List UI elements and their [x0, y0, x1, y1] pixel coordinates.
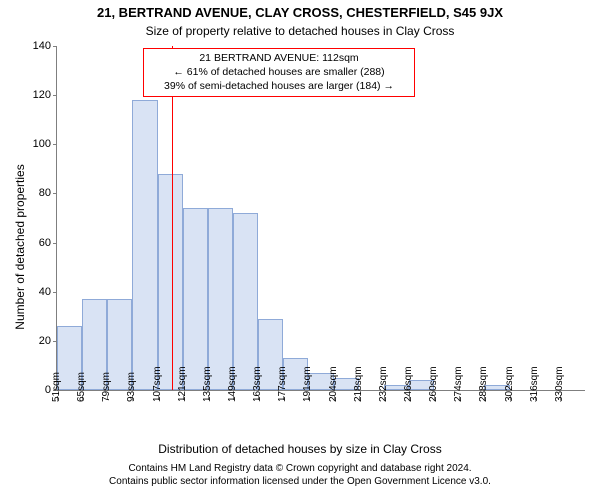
y-tick-mark — [53, 193, 57, 194]
x-tick-label: 316sqm — [529, 366, 540, 402]
info-box: 21 BERTRAND AVENUE: 112sqm← 61% of detac… — [143, 48, 415, 97]
info-box-line1: 21 BERTRAND AVENUE: 112sqm — [150, 51, 408, 65]
histogram-bar — [233, 213, 258, 390]
x-tick-label: 330sqm — [554, 366, 565, 402]
info-box-line2: ← 61% of detached houses are smaller (28… — [150, 65, 408, 79]
footer-line2: Contains public sector information licen… — [0, 475, 600, 488]
y-tick-mark — [53, 46, 57, 47]
x-tick-label: 135sqm — [202, 366, 213, 402]
plot-area: 02040608010012014051sqm65sqm79sqm93sqm10… — [56, 46, 585, 391]
marker-line — [172, 46, 173, 390]
x-axis-label: Distribution of detached houses by size … — [0, 442, 600, 456]
x-tick-label: 218sqm — [353, 366, 364, 402]
x-tick-label: 302sqm — [504, 366, 515, 402]
chart-subtitle: Size of property relative to detached ho… — [0, 24, 600, 38]
x-tick-label: 246sqm — [403, 366, 414, 402]
x-tick-label: 149sqm — [227, 366, 238, 402]
x-tick-label: 51sqm — [51, 372, 62, 402]
x-tick-label: 163sqm — [252, 366, 263, 402]
x-tick-label: 191sqm — [302, 366, 313, 402]
x-tick-label: 107sqm — [152, 366, 163, 402]
y-tick-label: 0 — [23, 384, 51, 396]
x-tick-label: 79sqm — [101, 372, 112, 402]
histogram-bar — [183, 208, 208, 390]
histogram-bar — [208, 208, 233, 390]
histogram-bar — [132, 100, 157, 390]
y-tick-label: 120 — [23, 89, 51, 101]
y-tick-mark — [53, 243, 57, 244]
page-title: 21, BERTRAND AVENUE, CLAY CROSS, CHESTER… — [0, 5, 600, 20]
x-tick-label: 204sqm — [328, 366, 339, 402]
footer-text: Contains HM Land Registry data © Crown c… — [0, 462, 600, 488]
x-tick-label: 177sqm — [277, 366, 288, 402]
y-tick-label: 20 — [23, 335, 51, 347]
x-tick-label: 65sqm — [76, 372, 87, 402]
y-tick-mark — [53, 292, 57, 293]
y-tick-label: 140 — [23, 40, 51, 52]
x-tick-label: 260sqm — [428, 366, 439, 402]
x-tick-label: 93sqm — [126, 372, 137, 402]
y-tick-label: 80 — [23, 187, 51, 199]
x-tick-label: 288sqm — [478, 366, 489, 402]
x-tick-label: 274sqm — [453, 366, 464, 402]
histogram-bar — [158, 174, 183, 390]
chart-container: 21, BERTRAND AVENUE, CLAY CROSS, CHESTER… — [0, 0, 600, 500]
footer-line1: Contains HM Land Registry data © Crown c… — [0, 462, 600, 475]
info-box-line3: 39% of semi-detached houses are larger (… — [150, 79, 408, 93]
y-tick-mark — [53, 95, 57, 96]
x-tick-label: 121sqm — [177, 366, 188, 402]
y-tick-label: 40 — [23, 286, 51, 298]
y-tick-label: 100 — [23, 138, 51, 150]
x-tick-label: 232sqm — [378, 366, 389, 402]
y-tick-label: 60 — [23, 237, 51, 249]
y-tick-mark — [53, 144, 57, 145]
